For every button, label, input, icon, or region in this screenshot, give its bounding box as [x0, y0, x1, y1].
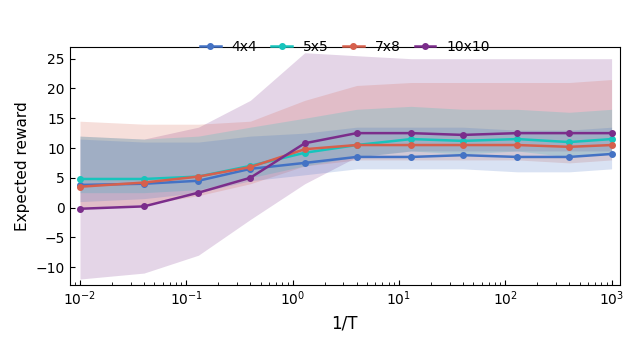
7x8	[608, 143, 616, 147]
5x5	[76, 177, 84, 181]
10x10	[76, 207, 84, 211]
7x8	[76, 185, 84, 189]
4x4	[195, 179, 202, 183]
10x10	[301, 141, 308, 145]
5x5	[353, 143, 360, 147]
10x10	[353, 131, 360, 135]
10x10	[195, 191, 202, 195]
7x8	[140, 180, 148, 185]
4x4	[140, 182, 148, 186]
5x5	[459, 139, 467, 143]
4x4	[76, 183, 84, 187]
7x8	[195, 175, 202, 179]
Line: 10x10: 10x10	[77, 130, 614, 212]
5x5	[565, 140, 573, 144]
10x10	[140, 204, 148, 209]
Legend: 4x4, 5x5, 7x8, 10x10: 4x4, 5x5, 7x8, 10x10	[194, 35, 495, 60]
4x4	[565, 155, 573, 159]
7x8	[565, 145, 573, 149]
Line: 5x5: 5x5	[77, 136, 614, 182]
7x8	[353, 143, 360, 147]
10x10	[407, 131, 415, 135]
7x8	[407, 143, 415, 147]
5x5	[407, 137, 415, 141]
Line: 4x4: 4x4	[77, 151, 614, 188]
7x8	[459, 143, 467, 147]
5x5	[195, 175, 202, 179]
10x10	[246, 176, 254, 180]
10x10	[608, 131, 616, 135]
10x10	[513, 131, 521, 135]
5x5	[608, 137, 616, 141]
Y-axis label: Expected reward: Expected reward	[15, 101, 30, 231]
4x4	[407, 155, 415, 159]
10x10	[459, 133, 467, 137]
4x4	[459, 153, 467, 157]
4x4	[513, 155, 521, 159]
4x4	[608, 152, 616, 156]
X-axis label: 1/T: 1/T	[332, 314, 358, 332]
10x10	[565, 131, 573, 135]
5x5	[140, 177, 148, 181]
7x8	[513, 143, 521, 147]
7x8	[301, 147, 308, 151]
5x5	[246, 164, 254, 168]
5x5	[301, 151, 308, 155]
7x8	[246, 165, 254, 169]
4x4	[353, 155, 360, 159]
4x4	[301, 161, 308, 165]
4x4	[246, 167, 254, 171]
5x5	[513, 137, 521, 141]
Line: 7x8: 7x8	[77, 142, 614, 189]
